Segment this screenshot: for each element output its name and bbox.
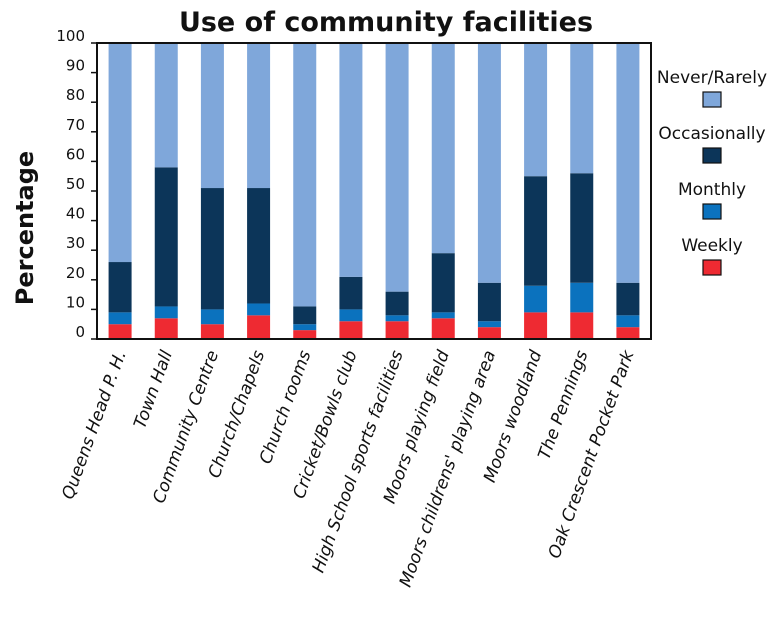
bar-segment-never-rarely bbox=[155, 43, 178, 167]
legend-swatch bbox=[703, 92, 721, 107]
bar-segment-weekly bbox=[616, 327, 639, 339]
bar-segment-occasionally bbox=[524, 176, 547, 286]
bar-segment-occasionally bbox=[293, 306, 316, 324]
y-tick-label: 10 bbox=[66, 293, 85, 311]
bar-segment-occasionally bbox=[201, 188, 224, 309]
bar-segment-never-rarely bbox=[524, 43, 547, 176]
bar-segment-weekly bbox=[386, 321, 409, 339]
bar-segment-monthly bbox=[155, 306, 178, 318]
bar-segment-monthly bbox=[201, 309, 224, 324]
bar-segment-occasionally bbox=[570, 173, 593, 283]
bar-segment-weekly bbox=[247, 315, 270, 339]
bar-segment-monthly bbox=[293, 324, 316, 330]
y-tick-label: 30 bbox=[66, 234, 85, 252]
y-tick-label: 70 bbox=[66, 116, 85, 134]
legend-swatch bbox=[703, 260, 721, 275]
bar-segment-occasionally bbox=[339, 277, 362, 310]
plot-frame bbox=[97, 43, 651, 339]
bar-segment-never-rarely bbox=[339, 43, 362, 277]
y-tick-label: 80 bbox=[66, 86, 85, 104]
bar-segment-weekly bbox=[478, 327, 501, 339]
legend-label: Never/Rarely bbox=[657, 68, 767, 88]
y-tick-label: 20 bbox=[66, 264, 85, 282]
bar-segment-never-rarely bbox=[570, 43, 593, 173]
y-tick-label: 40 bbox=[66, 205, 85, 223]
bar-segment-occasionally bbox=[478, 283, 501, 321]
bar-segment-weekly bbox=[339, 321, 362, 339]
x-tick-label: Town Hall bbox=[130, 348, 177, 432]
y-tick-label: 50 bbox=[66, 175, 85, 193]
legend-label: Monthly bbox=[678, 180, 746, 200]
bar-segment-weekly bbox=[524, 312, 547, 339]
bar-segment-never-rarely bbox=[478, 43, 501, 283]
bar-segment-never-rarely bbox=[432, 43, 455, 253]
bar-segment-weekly bbox=[109, 324, 132, 339]
bar-segment-weekly bbox=[201, 324, 224, 339]
bar-segment-never-rarely bbox=[109, 43, 132, 262]
bar-segment-occasionally bbox=[386, 292, 409, 316]
y-tick-label: 0 bbox=[75, 323, 85, 341]
bar-segment-weekly bbox=[570, 312, 593, 339]
bar-segment-monthly bbox=[386, 315, 409, 321]
bar-segment-never-rarely bbox=[616, 43, 639, 283]
y-axis-label: Percentage bbox=[11, 151, 39, 305]
bar-segment-never-rarely bbox=[247, 43, 270, 188]
chart-title: Use of community facilities bbox=[179, 7, 593, 38]
bar-segment-weekly bbox=[155, 318, 178, 339]
bar-segment-never-rarely bbox=[386, 43, 409, 292]
y-tick-label: 60 bbox=[66, 145, 85, 163]
bar-segment-occasionally bbox=[247, 188, 270, 303]
bar-segment-monthly bbox=[524, 286, 547, 313]
bar-segment-occasionally bbox=[616, 283, 639, 316]
bar-segment-monthly bbox=[247, 303, 270, 315]
legend: Never/Rarely Occasionally Monthly Weekly bbox=[657, 68, 767, 275]
bar-segment-monthly bbox=[478, 321, 501, 327]
x-tick-label: Oak Crescent Pocket Park bbox=[545, 347, 639, 561]
bar-segment-monthly bbox=[432, 312, 455, 318]
bar-segment-occasionally bbox=[155, 167, 178, 306]
x-tick-label: Queens Head P. H. bbox=[58, 348, 130, 502]
bar-segment-never-rarely bbox=[201, 43, 224, 188]
legend-swatch bbox=[703, 204, 721, 219]
y-tick-label: 100 bbox=[56, 27, 85, 45]
bar-segment-monthly bbox=[570, 283, 593, 313]
y-tick-label: 90 bbox=[66, 57, 85, 75]
bar-segment-monthly bbox=[109, 312, 132, 324]
bar-segment-monthly bbox=[339, 309, 362, 321]
bar-segment-weekly bbox=[432, 318, 455, 339]
legend-label: Weekly bbox=[681, 236, 742, 256]
legend-swatch bbox=[703, 148, 721, 163]
bar-segment-occasionally bbox=[109, 262, 132, 312]
bar-segment-never-rarely bbox=[293, 43, 316, 306]
bar-segment-monthly bbox=[616, 315, 639, 327]
legend-label: Occasionally bbox=[658, 124, 765, 144]
bar-segment-weekly bbox=[293, 330, 316, 339]
bar-segment-occasionally bbox=[432, 253, 455, 312]
